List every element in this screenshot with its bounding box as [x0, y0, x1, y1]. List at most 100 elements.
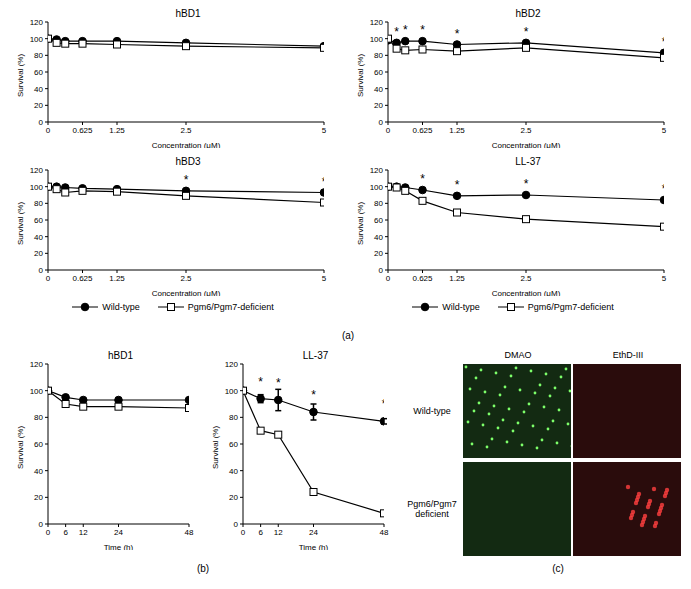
svg-text:Survival (%): Survival (%) — [356, 202, 365, 245]
svg-text:Time (h): Time (h) — [104, 543, 134, 550]
svg-text:48: 48 — [380, 528, 389, 537]
svg-text:Concentration (μM): Concentration (μM) — [152, 141, 221, 148]
svg-text:Concentration (μM): Concentration (μM) — [492, 289, 561, 296]
svg-text:*: * — [382, 397, 384, 411]
svg-text:100: 100 — [30, 35, 44, 44]
svg-text:20: 20 — [374, 101, 383, 110]
svg-text:*: * — [258, 375, 263, 389]
svg-text:20: 20 — [374, 249, 383, 258]
svg-text:120: 120 — [370, 18, 384, 27]
svg-text:80: 80 — [34, 199, 43, 208]
svg-text:60: 60 — [374, 68, 383, 77]
svg-text:*: * — [524, 177, 529, 191]
svg-text:Time (h): Time (h) — [299, 543, 329, 550]
svg-text:20: 20 — [34, 493, 43, 502]
svg-text:5: 5 — [662, 274, 667, 283]
svg-text:1.25: 1.25 — [449, 126, 465, 135]
svg-text:60: 60 — [34, 68, 43, 77]
svg-text:5: 5 — [322, 126, 327, 135]
svg-text:0: 0 — [386, 274, 391, 283]
svg-text:40: 40 — [34, 467, 43, 476]
svg-text:Concentration (μM): Concentration (μM) — [492, 141, 561, 148]
svg-text:0: 0 — [46, 528, 51, 537]
svg-text:100: 100 — [30, 183, 44, 192]
svg-text:60: 60 — [34, 216, 43, 225]
svg-text:2.5: 2.5 — [180, 126, 192, 135]
svg-text:0: 0 — [46, 274, 51, 283]
svg-text:*: * — [420, 23, 425, 37]
svg-text:*: * — [311, 388, 316, 402]
svg-text:0: 0 — [39, 520, 44, 529]
svg-text:*: * — [184, 173, 189, 187]
svg-text:5: 5 — [322, 274, 327, 283]
svg-text:2.5: 2.5 — [520, 126, 532, 135]
svg-text:0: 0 — [241, 528, 246, 537]
svg-text:*: * — [455, 27, 460, 41]
svg-text:1.25: 1.25 — [449, 274, 465, 283]
svg-text:40: 40 — [34, 233, 43, 242]
svg-text:40: 40 — [34, 85, 43, 94]
svg-text:1.25: 1.25 — [109, 274, 125, 283]
svg-text:Concentration (μM): Concentration (μM) — [152, 289, 221, 296]
svg-text:12: 12 — [274, 528, 283, 537]
svg-text:Survival (%): Survival (%) — [16, 426, 25, 469]
svg-text:120: 120 — [30, 166, 44, 175]
svg-text:*: * — [662, 182, 664, 196]
svg-text:60: 60 — [374, 216, 383, 225]
svg-text:2.5: 2.5 — [180, 274, 192, 283]
svg-text:5: 5 — [662, 126, 667, 135]
svg-text:0: 0 — [39, 118, 44, 127]
svg-text:6: 6 — [258, 528, 263, 537]
svg-text:100: 100 — [370, 183, 384, 192]
svg-text:100: 100 — [225, 387, 239, 396]
svg-text:80: 80 — [229, 413, 238, 422]
svg-text:0.625: 0.625 — [72, 274, 93, 283]
svg-text:40: 40 — [229, 467, 238, 476]
svg-text:*: * — [524, 25, 529, 39]
svg-text:0: 0 — [234, 520, 239, 529]
svg-text:12: 12 — [79, 528, 88, 537]
svg-text:24: 24 — [114, 528, 123, 537]
svg-text:0: 0 — [379, 118, 384, 127]
svg-text:48: 48 — [185, 528, 194, 537]
svg-text:120: 120 — [370, 166, 384, 175]
svg-text:6: 6 — [63, 528, 68, 537]
svg-text:20: 20 — [34, 249, 43, 258]
svg-text:80: 80 — [34, 51, 43, 60]
svg-text:Survival (%): Survival (%) — [16, 202, 25, 245]
svg-text:80: 80 — [374, 199, 383, 208]
svg-text:2.5: 2.5 — [520, 274, 532, 283]
svg-text:Survival (%): Survival (%) — [356, 54, 365, 97]
svg-text:120: 120 — [30, 18, 44, 27]
svg-text:24: 24 — [309, 528, 318, 537]
svg-text:*: * — [322, 175, 324, 189]
svg-text:*: * — [455, 178, 460, 192]
svg-text:20: 20 — [229, 493, 238, 502]
svg-text:Survival (%): Survival (%) — [16, 54, 25, 97]
svg-text:1.25: 1.25 — [109, 126, 125, 135]
svg-text:*: * — [394, 25, 399, 39]
svg-text:100: 100 — [30, 387, 44, 396]
svg-text:40: 40 — [374, 85, 383, 94]
svg-text:20: 20 — [34, 101, 43, 110]
svg-text:0.625: 0.625 — [72, 126, 93, 135]
svg-text:40: 40 — [374, 233, 383, 242]
svg-text:80: 80 — [34, 413, 43, 422]
svg-text:0: 0 — [379, 266, 384, 275]
svg-text:0: 0 — [386, 126, 391, 135]
svg-text:100: 100 — [370, 35, 384, 44]
svg-text:0: 0 — [46, 126, 51, 135]
svg-text:120: 120 — [30, 360, 44, 369]
svg-text:0.625: 0.625 — [412, 126, 433, 135]
svg-text:80: 80 — [374, 51, 383, 60]
svg-text:*: * — [662, 35, 664, 49]
svg-text:60: 60 — [34, 440, 43, 449]
svg-text:Survival (%): Survival (%) — [211, 426, 220, 469]
svg-text:120: 120 — [225, 360, 239, 369]
svg-text:0: 0 — [39, 266, 44, 275]
svg-text:*: * — [276, 376, 281, 390]
svg-text:*: * — [420, 172, 425, 186]
svg-text:*: * — [403, 23, 408, 37]
svg-text:60: 60 — [229, 440, 238, 449]
svg-text:0.625: 0.625 — [412, 274, 433, 283]
